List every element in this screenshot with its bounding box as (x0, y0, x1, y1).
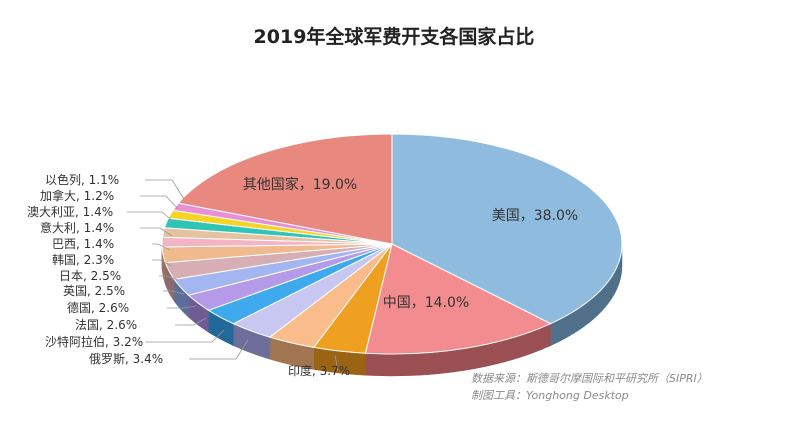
slice-label-8: 日本, 2.5% (59, 269, 121, 283)
leader-line-9 (152, 259, 173, 267)
leader-line-12 (127, 211, 175, 223)
pie-labels: 美国，38.0% 中国，14.0% 印度, 3.7% 俄罗斯, 3.4% 沙特阿拉伯, … (27, 173, 578, 378)
leader-line-14 (145, 179, 185, 200)
slice-label-2: 印度, 3.7% (288, 363, 350, 378)
slice-label-10: 巴西, 1.4% (52, 237, 114, 251)
leader-line-10 (152, 243, 171, 251)
slice-label-4: 沙特阿拉伯, 3.2% (45, 334, 143, 349)
chart-title: 2019年全球军费开支各国家占比 (253, 26, 535, 48)
slice-label-5: 法国, 2.6% (75, 318, 137, 332)
leader-line-7 (163, 290, 185, 295)
leader-line-6 (167, 305, 197, 309)
tool-note: 制图工具：Yonghong Desktop (471, 389, 629, 402)
slice-label-13: 加拿大, 1.2% (40, 188, 114, 203)
leader-line-4 (145, 329, 225, 343)
slice-label-12: 澳大利亚, 1.4% (27, 205, 113, 219)
leader-line-8 (159, 275, 179, 281)
pie-slice-1 (364, 243, 552, 355)
slice-label-14: 以色列, 1.1% (45, 173, 119, 187)
pie-slice-0 (391, 133, 623, 325)
slice-label-1: 中国，14.0% (383, 295, 469, 311)
slice-label-9: 韩国, 2.3% (52, 252, 114, 267)
slice-label-15: 其他国家，19.0% (243, 176, 357, 193)
leader-line-13 (140, 195, 179, 210)
slice-label-3: 俄罗斯, 3.4% (89, 352, 163, 366)
source-note: 数据来源：斯德哥尔摩国际和平研究所（SIPRI） (471, 372, 708, 385)
leader-line-2 (334, 354, 339, 372)
slice-label-0: 美国，38.0% (492, 208, 578, 224)
leader-line-3 (189, 339, 249, 360)
slice-label-7: 英国, 2.5% (63, 284, 125, 298)
leader-line-11 (140, 227, 173, 237)
pie-slices (161, 133, 623, 355)
slice-label-6: 德国, 2.6% (67, 300, 129, 315)
slice-label-11: 意大利, 1.4% (40, 220, 114, 235)
pie-slice-15 (177, 133, 393, 245)
leader-line-5 (175, 317, 207, 326)
